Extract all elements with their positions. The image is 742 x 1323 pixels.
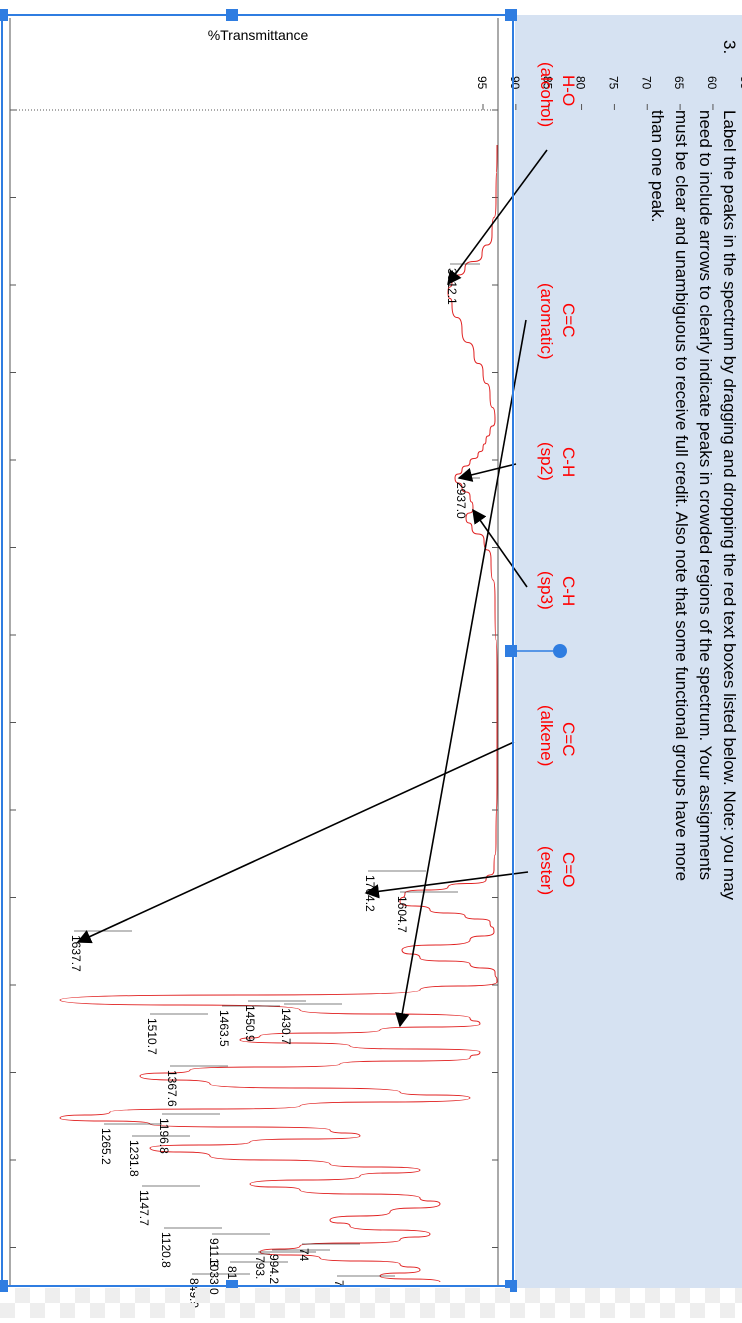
y-tick-label: 70 bbox=[639, 76, 653, 90]
label-cc-aromatic-line2: (aromatic) bbox=[537, 283, 556, 360]
canvas-bottom-strip bbox=[0, 1288, 742, 1318]
y-tick-label: 60 bbox=[705, 76, 719, 90]
label-cc-alkene[interactable]: C=C (alkene) bbox=[537, 705, 578, 766]
question-line-1: Label the peaks in the spectrum by dragg… bbox=[720, 110, 739, 901]
label-cc-alkene-line2: (alkene) bbox=[537, 705, 556, 766]
peak-label: 1510.7 bbox=[145, 1018, 159, 1055]
label-cc-alkene-line1: C=C bbox=[559, 722, 578, 756]
peak-label: 1231.8 bbox=[127, 1140, 141, 1177]
assignment-arrows bbox=[76, 149, 548, 1028]
label-co-ester[interactable]: C=O (ester) bbox=[537, 846, 578, 895]
label-cc-aromatic-line1: C=C bbox=[559, 303, 578, 337]
y-tick-label: 65 bbox=[672, 76, 686, 90]
question-line-4: than one peak. bbox=[648, 110, 667, 222]
x-axis-ticks bbox=[10, 109, 498, 1248]
peak-label: 1764.2 bbox=[363, 875, 377, 912]
y-tick-label: 55 bbox=[738, 76, 742, 90]
label-co-ester-line1: C=O bbox=[559, 852, 578, 887]
peak-label: 1147.7 bbox=[137, 1190, 151, 1226]
resize-handle-top-left[interactable] bbox=[505, 9, 517, 21]
label-ch-sp3[interactable]: C-H (sp3) bbox=[537, 571, 578, 610]
question-line-2: need to include arrows to clearly indica… bbox=[696, 110, 715, 880]
spectrum-trace bbox=[59, 144, 498, 1283]
plot-area bbox=[8, 15, 513, 1288]
label-ch-sp3-line2: (sp3) bbox=[537, 571, 556, 610]
y-axis-ticks: 253035404550556065707580859095 bbox=[475, 76, 742, 110]
question-number: 3. bbox=[720, 40, 739, 54]
peak-label: 3512.1 bbox=[445, 268, 459, 305]
peak-label: 74 bbox=[297, 1248, 311, 1262]
label-ho-alcohol-line1: H-O bbox=[559, 75, 578, 106]
peak-label: 1120.8 bbox=[159, 1232, 173, 1268]
y-tick-label: 80 bbox=[574, 76, 588, 90]
y-axis-label: %Transmittance bbox=[208, 27, 309, 43]
peak-label: 1196.8 bbox=[157, 1118, 171, 1154]
peak-label: 1450.9 bbox=[243, 1005, 257, 1042]
resize-handle-top-mid[interactable] bbox=[226, 9, 238, 21]
label-ho-alcohol-line2: (alcohol) bbox=[537, 62, 556, 127]
question-text-block: 3. Label the peaks in the spectrum by dr… bbox=[648, 40, 739, 901]
y-tick-label: 90 bbox=[508, 76, 522, 90]
label-ch-sp3-line1: C-H bbox=[559, 576, 578, 606]
resize-handle-bottom-right[interactable] bbox=[0, 1280, 8, 1292]
resize-handle-mid-left[interactable] bbox=[505, 645, 517, 657]
label-co-ester-line2: (ester) bbox=[537, 846, 556, 895]
selection-frame[interactable] bbox=[0, 9, 567, 1292]
label-ch-sp2-line2: (sp2) bbox=[537, 442, 556, 481]
label-ho-alcohol[interactable]: H-O (alcohol) bbox=[537, 62, 578, 127]
y-tick-label: 75 bbox=[606, 76, 620, 90]
label-cc-aromatic[interactable]: C=C (aromatic) bbox=[537, 283, 578, 360]
peak-label: 911.3 bbox=[207, 1238, 221, 1267]
peak-label: 1463.5 bbox=[217, 1010, 231, 1047]
peak-label: 2937.0 bbox=[454, 482, 468, 519]
rotate-handle[interactable] bbox=[553, 644, 567, 658]
question-line-3: must be clear and unambiguous to receive… bbox=[672, 110, 691, 881]
arrow-cc-alkene bbox=[76, 741, 515, 944]
peak-label: 1604.7 bbox=[395, 896, 409, 933]
peak-label: 1637.7 bbox=[69, 935, 83, 972]
resize-handle-top-right[interactable] bbox=[0, 9, 8, 21]
arrow-ch-sp2 bbox=[457, 463, 517, 482]
peak-label: 1367.6 bbox=[165, 1070, 179, 1107]
arrow-co-ester bbox=[364, 871, 529, 899]
peak-label: 994.2 bbox=[267, 1254, 281, 1284]
arrow-ch-sp3 bbox=[472, 508, 528, 588]
label-ch-sp2-line1: C-H bbox=[559, 447, 578, 477]
peak-label: 793. bbox=[253, 1256, 267, 1279]
label-ch-sp2[interactable]: C-H (sp2) bbox=[537, 442, 578, 481]
peak-label: 1265.2 bbox=[99, 1128, 113, 1165]
arrow-ho-alcohol bbox=[447, 149, 548, 286]
peak-label: 1430.7 bbox=[279, 1008, 293, 1045]
y-tick-label: 95 bbox=[475, 76, 489, 90]
y-tick-label: 85 bbox=[541, 76, 555, 90]
arrow-cc-aromatic bbox=[395, 319, 527, 1028]
peak-label: 7 bbox=[332, 1280, 346, 1287]
